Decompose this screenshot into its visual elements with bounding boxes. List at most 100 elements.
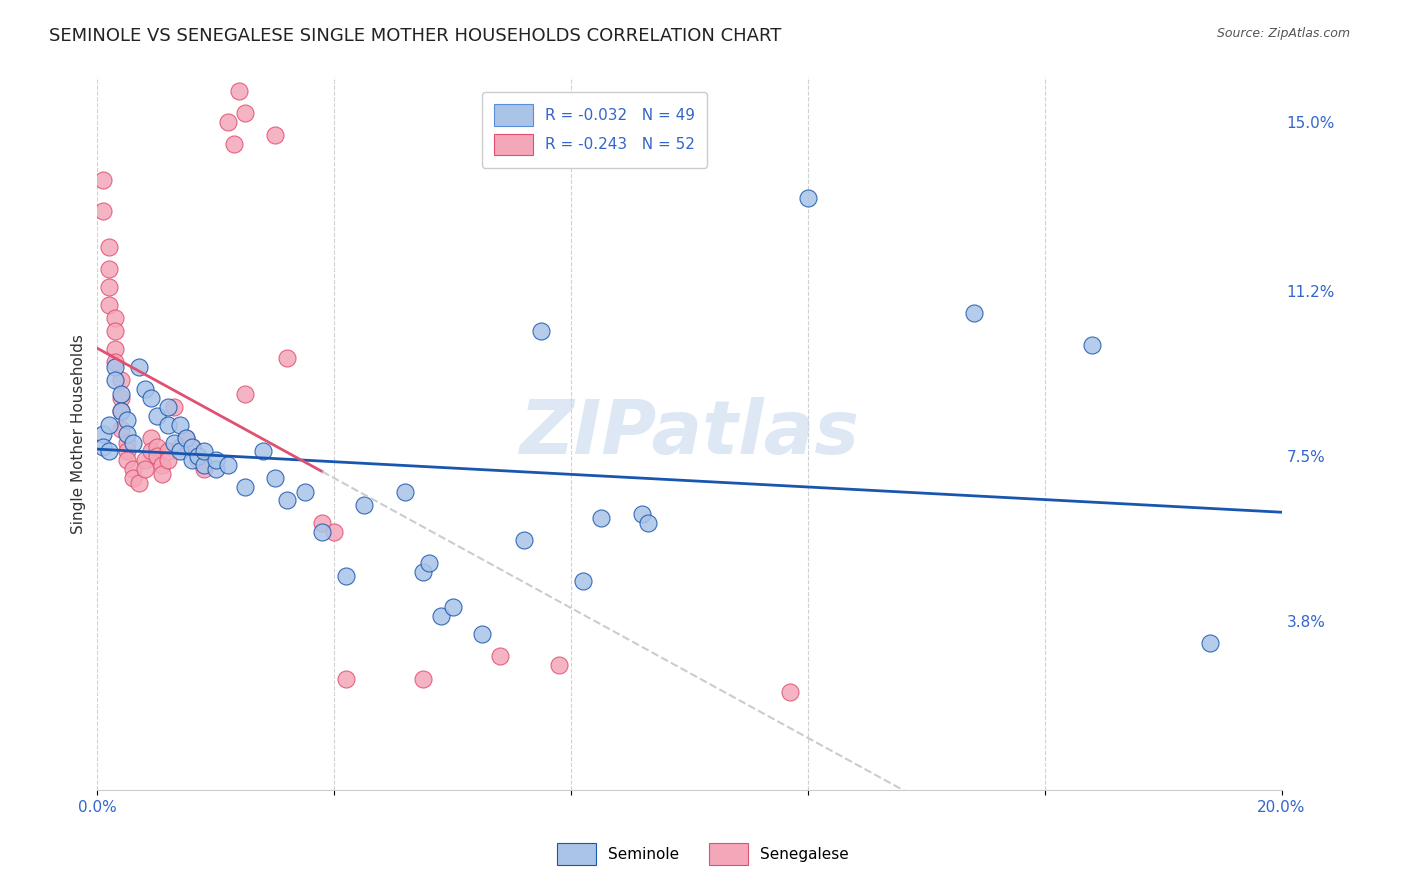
Point <box>104 342 127 356</box>
Point <box>204 453 226 467</box>
Point <box>163 435 186 450</box>
Point <box>91 173 114 187</box>
Point <box>115 444 138 458</box>
Point <box>512 533 534 548</box>
Point <box>962 306 984 320</box>
Point <box>169 440 191 454</box>
Point <box>264 128 287 143</box>
Point <box>441 600 464 615</box>
Point <box>779 685 801 699</box>
Point <box>104 373 127 387</box>
Point <box>98 417 121 432</box>
Point <box>187 449 209 463</box>
Point <box>548 658 571 673</box>
Point <box>264 471 287 485</box>
Point <box>222 137 245 152</box>
Point <box>193 458 215 472</box>
Point <box>110 404 132 418</box>
Point <box>228 84 250 98</box>
Point <box>637 516 659 530</box>
Point <box>276 351 298 365</box>
Point <box>145 409 167 423</box>
Point <box>134 453 156 467</box>
Point <box>471 627 494 641</box>
Point <box>169 417 191 432</box>
Point <box>235 386 257 401</box>
Point <box>110 386 132 401</box>
Point <box>412 565 434 579</box>
Point <box>128 359 150 374</box>
Point <box>139 444 162 458</box>
Point <box>110 404 132 418</box>
Point <box>104 324 127 338</box>
Point <box>98 239 121 253</box>
Point <box>217 115 239 129</box>
Point <box>217 458 239 472</box>
Point <box>181 440 204 454</box>
Point <box>122 435 145 450</box>
Point <box>429 609 451 624</box>
Point <box>91 204 114 219</box>
Legend: R = -0.032   N = 49, R = -0.243   N = 52: R = -0.032 N = 49, R = -0.243 N = 52 <box>482 92 707 168</box>
Point <box>152 458 174 472</box>
Point <box>174 431 197 445</box>
Point <box>530 324 553 338</box>
Point <box>252 444 274 458</box>
Point <box>128 475 150 490</box>
Point <box>104 359 127 374</box>
Point <box>311 524 333 539</box>
Point <box>122 471 145 485</box>
Point <box>134 382 156 396</box>
Y-axis label: Single Mother Households: Single Mother Households <box>72 334 86 533</box>
Point <box>152 467 174 481</box>
Point <box>193 462 215 476</box>
Point <box>572 574 595 588</box>
Point <box>98 279 121 293</box>
Text: ZIPatlas: ZIPatlas <box>519 397 859 470</box>
Point <box>110 422 132 436</box>
Point <box>104 310 127 325</box>
Point <box>110 391 132 405</box>
Point <box>91 440 114 454</box>
Point <box>181 453 204 467</box>
Point <box>181 440 204 454</box>
Point <box>145 449 167 463</box>
Point <box>294 484 316 499</box>
Point <box>115 435 138 450</box>
Point <box>98 297 121 311</box>
Point <box>115 413 138 427</box>
Point <box>412 672 434 686</box>
Point <box>1081 337 1104 351</box>
Point <box>276 493 298 508</box>
Point <box>235 106 257 120</box>
Point <box>187 453 209 467</box>
Point <box>145 440 167 454</box>
Point <box>797 191 820 205</box>
Point <box>235 480 257 494</box>
Point <box>631 507 654 521</box>
Point <box>335 672 357 686</box>
Point <box>335 569 357 583</box>
Point <box>1199 636 1222 650</box>
Point <box>489 649 512 664</box>
Point <box>91 426 114 441</box>
Text: Source: ZipAtlas.com: Source: ZipAtlas.com <box>1216 27 1350 40</box>
Text: SEMINOLE VS SENEGALESE SINGLE MOTHER HOUSEHOLDS CORRELATION CHART: SEMINOLE VS SENEGALESE SINGLE MOTHER HOU… <box>49 27 782 45</box>
Point <box>139 391 162 405</box>
Point <box>323 524 346 539</box>
Point <box>589 511 612 525</box>
Legend: Seminole, Senegalese: Seminole, Senegalese <box>547 832 859 875</box>
Point <box>353 498 375 512</box>
Point <box>311 516 333 530</box>
Point <box>157 444 180 458</box>
Point <box>157 417 180 432</box>
Point <box>418 556 440 570</box>
Point <box>174 431 197 445</box>
Point <box>122 462 145 476</box>
Point <box>394 484 416 499</box>
Point <box>163 400 186 414</box>
Point <box>110 373 132 387</box>
Point <box>98 444 121 458</box>
Point <box>115 453 138 467</box>
Point <box>139 431 162 445</box>
